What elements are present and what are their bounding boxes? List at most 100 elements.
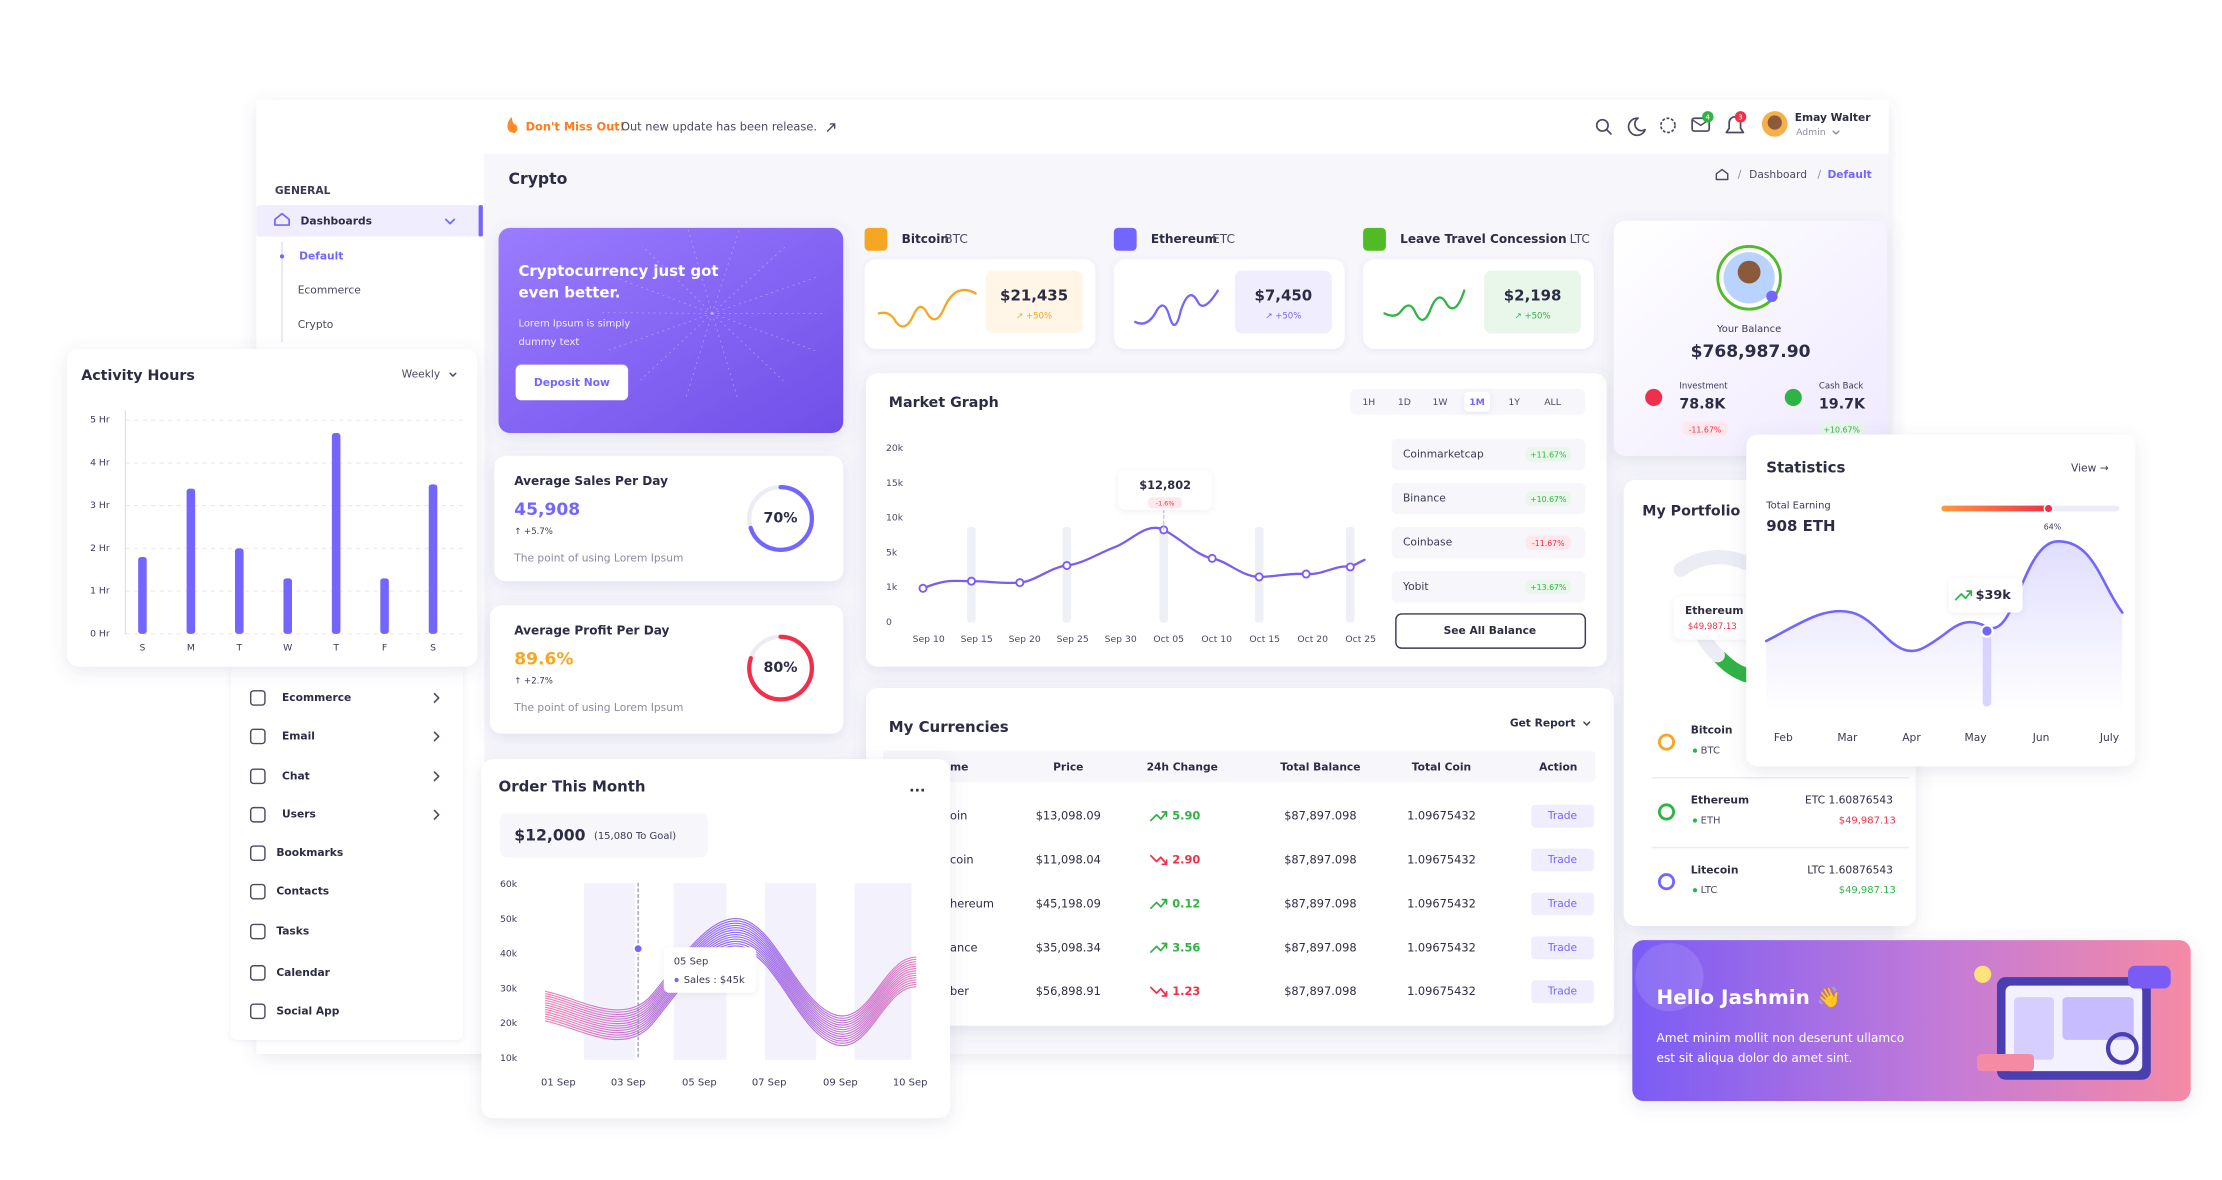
sidebar-icon — [249, 965, 266, 981]
stat-text: The point of using Lorem Ipsum — [513, 701, 683, 714]
trade-button[interactable] — [1531, 804, 1594, 828]
range-button[interactable]: 1W — [1433, 397, 1448, 408]
range-button[interactable]: ALL — [1544, 397, 1561, 408]
range-button[interactable]: 1D — [1398, 397, 1411, 408]
sidebar-icon — [249, 883, 266, 900]
sidebar-chevron — [433, 809, 440, 820]
market-point — [1301, 569, 1311, 579]
asset-dot — [1692, 818, 1698, 823]
table-change: 0.12 — [1172, 896, 1200, 910]
sidebar-subitem[interactable]: Crypto — [298, 318, 334, 331]
y-tick-label: 5 Hr — [90, 415, 110, 426]
coin-price: $7,450 — [1255, 286, 1313, 304]
coin-price-box — [1234, 270, 1332, 334]
sidebar-item[interactable]: Contacts — [276, 885, 329, 898]
bar — [428, 484, 438, 634]
coin-symbol: BTC — [944, 232, 967, 246]
promo-rays — [711, 313, 784, 381]
currencies-title: My Currencies — [889, 718, 1009, 736]
y-tick-label: 0 Hr — [90, 628, 110, 639]
notice-title: Don't Miss Out! — [526, 119, 625, 133]
stat-title: Average Sales Per Day — [514, 474, 668, 488]
breadcrumb-item: Dashboard — [1749, 168, 1807, 181]
table-cell: ance — [950, 940, 977, 954]
statistics-line — [1764, 540, 2124, 653]
sidebar-item[interactable]: Email — [282, 729, 315, 742]
order-title: Order This Month — [499, 778, 646, 796]
sidebar-item[interactable]: Users — [282, 808, 316, 821]
table-cell: hereum — [950, 896, 994, 910]
sidebar-item[interactable]: Tasks — [276, 925, 309, 938]
trade-button[interactable] — [1531, 892, 1594, 916]
sidebar-subitem[interactable]: Default — [299, 249, 343, 262]
range-button[interactable]: 1M — [1469, 397, 1485, 408]
x-tick-label: 03 Sep — [611, 1078, 646, 1089]
sidebar-icon — [249, 768, 266, 785]
market-point — [1062, 561, 1072, 570]
order-menu[interactable]: ... — [909, 780, 925, 796]
range-button[interactable]: 1H — [1362, 397, 1375, 408]
get-report[interactable]: Get Report — [1510, 717, 1576, 730]
range-button[interactable]: 1Y — [1508, 397, 1520, 408]
trade-button[interactable] — [1531, 980, 1594, 1004]
trade-button[interactable] — [1531, 848, 1594, 872]
see-all-button[interactable] — [1395, 613, 1587, 649]
asset-dot — [1692, 748, 1698, 753]
sidebar-item[interactable]: Ecommerce — [282, 691, 351, 704]
table-change: 3.56 — [1172, 940, 1200, 954]
x-tick-label: July — [2099, 731, 2119, 744]
promo-title: Cryptocurrency just got — [518, 262, 718, 280]
x-tick-label: 09 Sep — [823, 1078, 858, 1089]
sidebar-subitem[interactable]: Ecommerce — [298, 284, 361, 297]
balance-label: Your Balance — [1716, 324, 1781, 335]
statistics-area — [1766, 541, 2123, 713]
sidebar-item[interactable]: Calendar — [276, 966, 330, 979]
see-all-label[interactable]: See All Balance — [1444, 624, 1537, 637]
balance-card — [1613, 220, 1888, 456]
market-tooltip-value: $12,802 — [1139, 478, 1191, 492]
trade-label[interactable]: Trade — [1547, 985, 1577, 998]
order-wave — [544, 929, 917, 1029]
change-arrow — [1150, 854, 1168, 866]
trade-label[interactable]: Trade — [1547, 897, 1577, 910]
deposit-label[interactable]: Deposit Now — [534, 376, 610, 389]
order-tooltip-value: Sales : $45k — [684, 975, 745, 986]
trade-label[interactable]: Trade — [1547, 941, 1577, 954]
period-selector[interactable]: Weekly — [402, 368, 441, 381]
y-tick-label: 10k — [886, 513, 904, 524]
stat-ring — [747, 485, 815, 552]
statistics-link[interactable]: View → — [2071, 462, 2109, 475]
mail-badge — [1702, 111, 1714, 123]
stat-card — [489, 605, 844, 734]
deposit-button[interactable] — [515, 364, 629, 401]
dashboard-icon — [274, 212, 290, 226]
trade-label[interactable]: Trade — [1547, 809, 1577, 822]
portfolio-donut — [1673, 550, 1752, 577]
y-tick-label: 4 Hr — [90, 457, 110, 468]
asset-amount: LTC 1.60876543 — [1807, 863, 1893, 876]
y-tick-label: 50k — [500, 914, 518, 925]
x-tick-label: Jun — [2032, 731, 2050, 744]
order-wave — [544, 920, 917, 1019]
coin-price: $2,198 — [1504, 286, 1562, 304]
exchange-name: Yobit — [1402, 580, 1429, 593]
promo-card — [498, 227, 844, 434]
x-tick-label: Oct 15 — [1249, 634, 1280, 645]
sidebar-item[interactable]: Social App — [276, 1004, 339, 1017]
trade-label[interactable]: Trade — [1547, 853, 1577, 866]
balance-avatar-edit — [1766, 290, 1778, 302]
sidebar-item[interactable]: Chat — [282, 769, 310, 782]
market-title: Market Graph — [889, 395, 999, 411]
order-wave — [544, 938, 917, 1038]
hello-illustration-panel — [2062, 997, 2134, 1040]
order-wave — [544, 922, 917, 1022]
progress-label: 64% — [2044, 523, 2061, 532]
x-tick-label: 07 Sep — [752, 1078, 787, 1089]
y-tick-label: 15k — [886, 478, 904, 489]
bar — [380, 578, 389, 634]
user-caret — [1832, 130, 1840, 135]
sidebar-item[interactable]: Dashboards — [301, 215, 372, 228]
table-header: Total Coin — [1412, 761, 1471, 774]
trade-button[interactable] — [1531, 936, 1594, 960]
sidebar-item[interactable]: Bookmarks — [276, 846, 343, 859]
